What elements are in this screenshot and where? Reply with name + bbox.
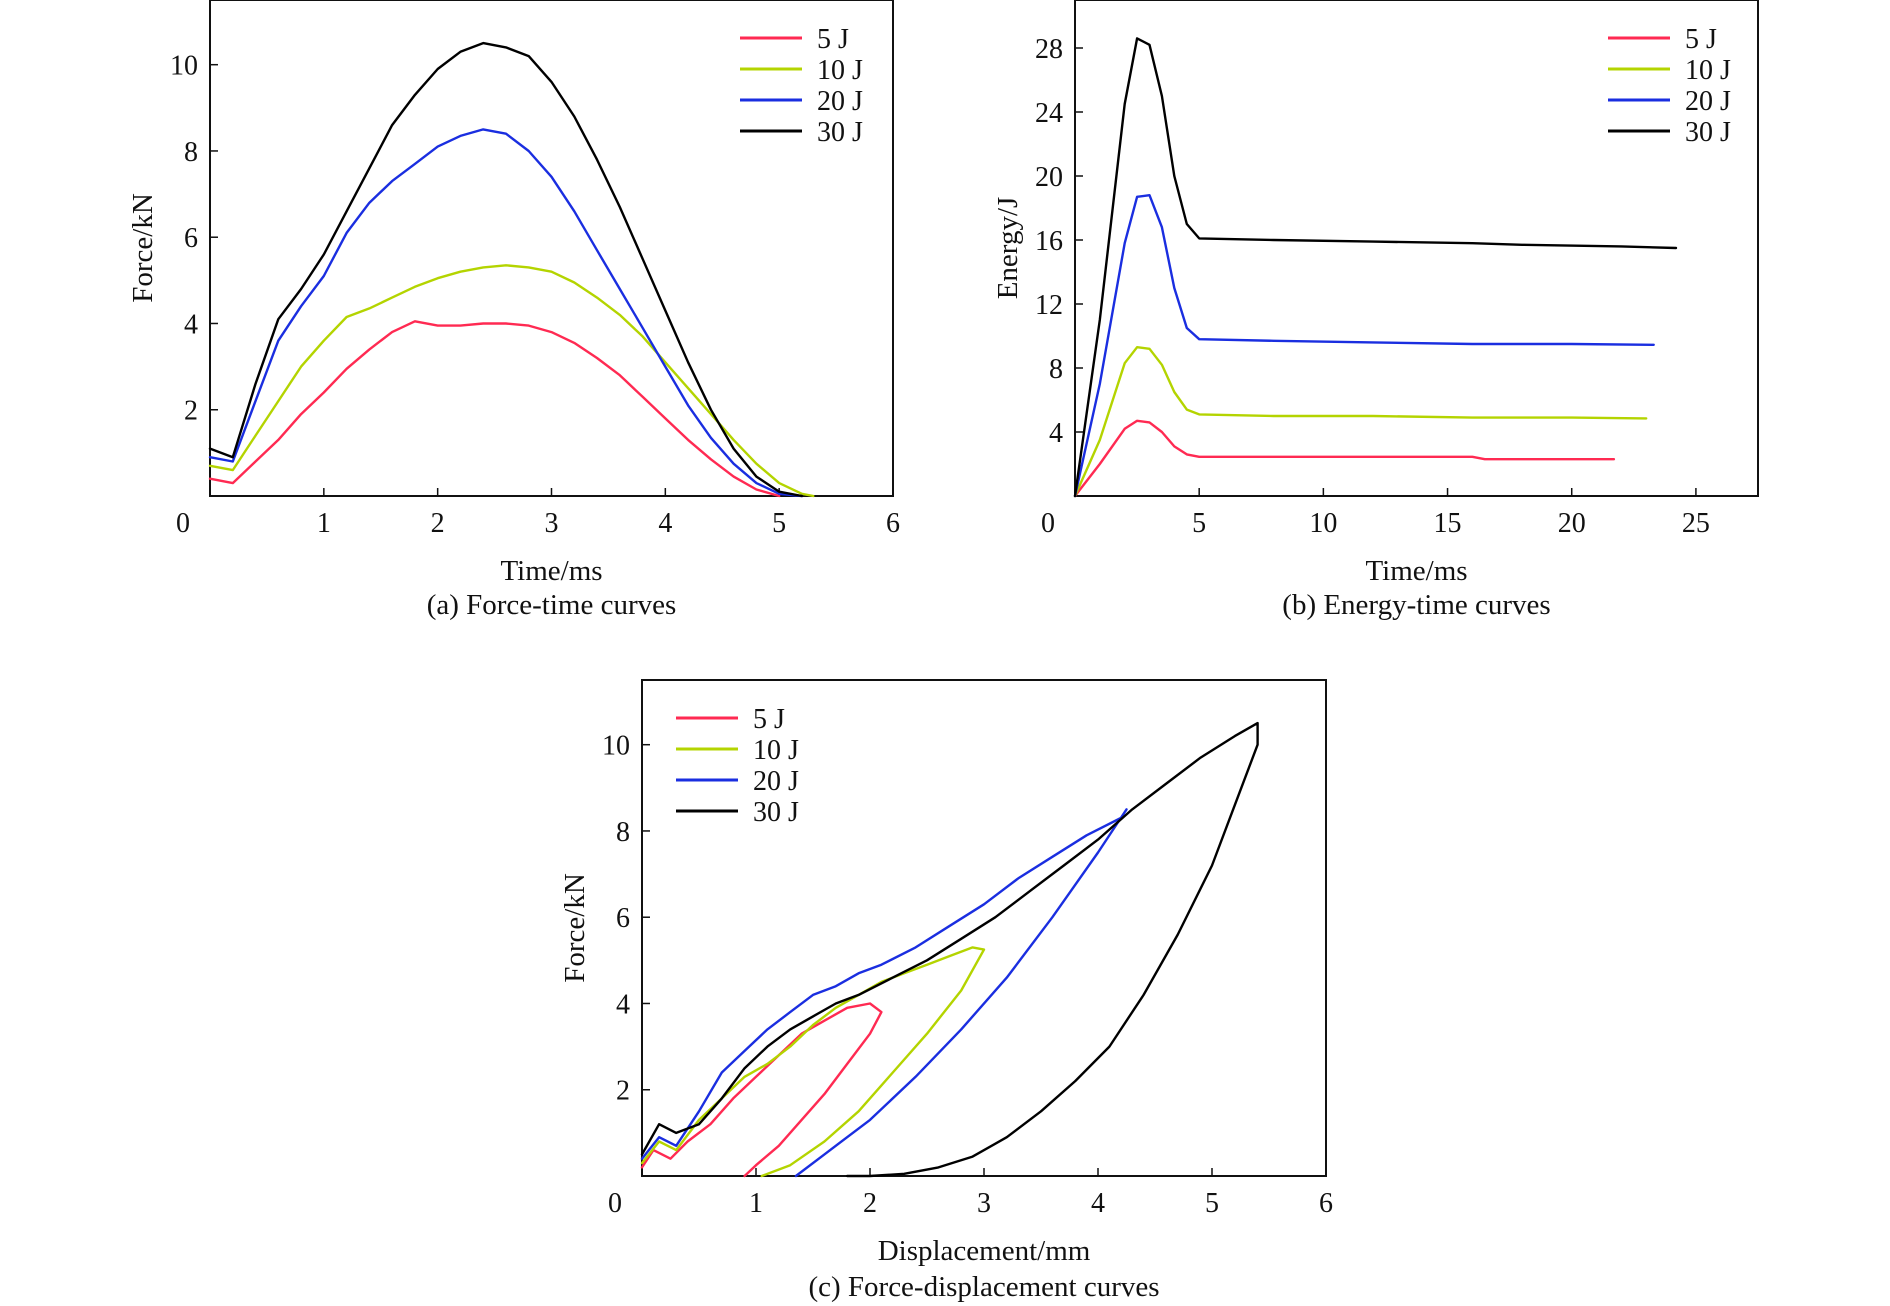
- plot-frame: [641, 679, 1327, 1177]
- x-tick-label: 10: [1309, 508, 1337, 539]
- x-tick-label: 4: [1091, 1188, 1105, 1219]
- x-tick-label: 6: [886, 508, 900, 539]
- x-tick-label: 25: [1682, 508, 1710, 539]
- x-axis-label: Time/ms: [500, 555, 602, 587]
- x-tick-label: 15: [1434, 508, 1462, 539]
- x-tick-label: 5: [772, 508, 786, 539]
- y-tick-label: 10: [170, 51, 198, 82]
- y-tick-label: 24: [1035, 98, 1063, 129]
- y-tick-label: 28: [1035, 34, 1063, 65]
- y-tick-label: 16: [1035, 226, 1063, 257]
- legend-label: 5 J: [817, 24, 849, 55]
- x-tick-label: 5: [1192, 508, 1206, 539]
- series-line-30j: [1073, 37, 1678, 498]
- y-tick-label: 4: [184, 309, 198, 340]
- y-tick-label: 8: [1049, 354, 1063, 385]
- y-tick-label: 12: [1035, 290, 1063, 321]
- series-line-5j: [640, 1002, 883, 1178]
- legend-label: 10 J: [817, 55, 863, 86]
- legend-label: 10 J: [1685, 55, 1731, 86]
- plot-frame: [1074, 0, 1759, 497]
- legend-label: 5 J: [1685, 24, 1717, 55]
- y-tick-label: 8: [616, 817, 630, 848]
- x-tick-label: 1: [749, 1188, 763, 1219]
- series-line-20j: [1073, 193, 1655, 498]
- legend-label: 10 J: [753, 735, 799, 766]
- x-tick-label: 3: [977, 1188, 991, 1219]
- series-line-10j: [208, 264, 815, 498]
- y-axis-label: Energy/J: [992, 197, 1024, 300]
- x-tick-label: 0: [176, 508, 190, 539]
- panel-caption: (c) Force-displacement curves: [808, 1271, 1159, 1303]
- legend-label: 30 J: [1685, 117, 1731, 148]
- x-tick-label: 3: [545, 508, 559, 539]
- panel-force-time: 0 1 2 3 4 5 6 2 4 6 8 10 Time/ms Force/kN (a) Force-ti…: [127, 0, 900, 621]
- x-tick-label: 1: [317, 508, 331, 539]
- y-axis-label: Force/kN: [127, 193, 159, 303]
- plot-frame: [209, 0, 894, 497]
- series-line-20j: [640, 808, 1128, 1178]
- y-tick-label: 8: [184, 137, 198, 168]
- legend-label: 20 J: [817, 86, 863, 117]
- y-tick-label: 2: [184, 396, 198, 427]
- y-tick-label: 4: [616, 989, 630, 1020]
- panel-force-displacement: 0 1 2 3 4 5 6 2 4 6 8 10 Displacement/mm Force/kN (c) …: [559, 679, 1333, 1303]
- series-line-20j: [208, 128, 804, 498]
- y-tick-label: 6: [184, 223, 198, 254]
- legend-label: 30 J: [753, 797, 799, 828]
- panel-energy-time: 0 5 10 15 20 25 4 8 12 16 20 24 28 Time/ms Energy/J (b)…: [992, 0, 1759, 621]
- legend-label: 20 J: [1685, 86, 1731, 117]
- x-tick-label: 0: [608, 1188, 622, 1219]
- x-tick-label: 2: [863, 1188, 877, 1219]
- y-tick-label: 2: [616, 1076, 630, 1107]
- y-tick-label: 6: [616, 903, 630, 934]
- x-tick-label: 4: [658, 508, 672, 539]
- legend-label: 20 J: [753, 766, 799, 797]
- x-axis-label: Displacement/mm: [878, 1235, 1091, 1267]
- series-line-5j: [208, 320, 781, 498]
- legend-label: 5 J: [753, 704, 785, 735]
- x-axis-label: Time/ms: [1365, 555, 1467, 587]
- legend-label: 30 J: [817, 117, 863, 148]
- series-line-30j: [208, 41, 804, 498]
- panel-caption: (a) Force-time curves: [427, 589, 677, 621]
- series-line-30j: [640, 721, 1259, 1178]
- series-line-10j: [640, 946, 986, 1178]
- y-tick-label: 4: [1049, 418, 1063, 449]
- series-line-10j: [1073, 346, 1648, 498]
- panel-caption: (b) Energy-time curves: [1282, 589, 1550, 621]
- x-tick-label: 2: [431, 508, 445, 539]
- x-tick-label: 6: [1319, 1188, 1333, 1219]
- y-axis-label: Force/kN: [559, 873, 591, 983]
- series-line-5j: [1073, 419, 1616, 498]
- x-tick-label: 5: [1205, 1188, 1219, 1219]
- x-tick-label: 20: [1558, 508, 1586, 539]
- y-tick-label: 10: [602, 731, 630, 762]
- y-tick-label: 20: [1035, 162, 1063, 193]
- x-tick-label: 0: [1041, 508, 1055, 539]
